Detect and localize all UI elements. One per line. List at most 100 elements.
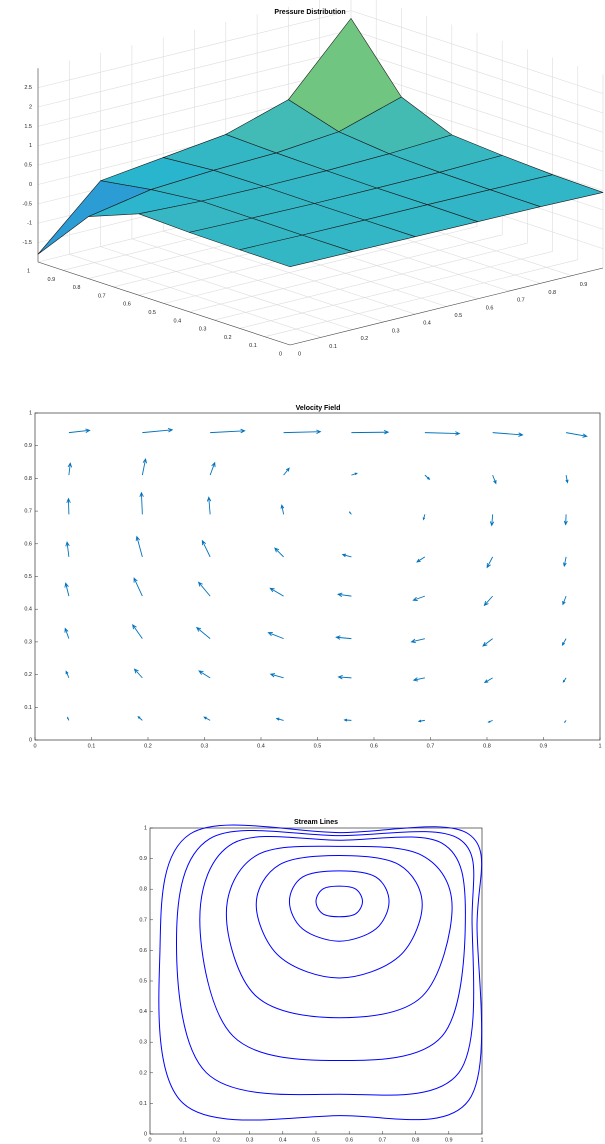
x-tick-label: 0.8 [483,743,491,749]
velocity-arrow [66,497,71,515]
surface-cell [239,234,353,268]
x-tick-label: 0.7 [517,298,525,304]
y-tick-label: 0.8 [139,887,147,893]
velocity-arrow [562,595,567,606]
y-tick-label: 0.9 [48,277,56,283]
velocity-arrow [337,675,352,680]
x-tick-label: 1 [598,743,601,749]
velocity-arrow [197,581,211,597]
y-tick-label: 1 [27,268,30,274]
x-tick-label: 0.3 [201,743,209,749]
velocity-arrow [280,504,285,515]
y-tick-label: 0.9 [139,856,147,862]
velocity-arrow [412,677,425,682]
x-tick-label: 0.5 [314,743,322,749]
velocity-arrow [195,626,211,639]
z-tick-label: -0.5 [23,201,32,207]
x-tick-label: 0.4 [279,1137,287,1143]
velocity-arrow [65,670,70,679]
x-tick-label: 0.4 [257,743,265,749]
x-tick-label: 0.6 [486,305,494,311]
grid-line [350,10,604,94]
y-tick-label: 0.6 [123,302,131,308]
chart-title: Stream Lines [294,819,338,826]
velocity-arrow [564,720,567,724]
y-tick-label: 0 [279,351,282,357]
y-tick-label: 0.3 [139,1040,147,1046]
x-tick-label: 0.8 [412,1137,420,1143]
y-tick-label: 0.4 [139,1009,147,1015]
y-tick-label: 0.8 [24,476,32,482]
axis-line [37,261,291,346]
z-tick-label: 1 [29,143,32,149]
z-tick-label: 0.5 [24,163,32,169]
y-tick-label: 0.7 [139,917,147,923]
y-tick-label: 0.1 [24,705,32,711]
velocity-arrow [492,474,497,485]
velocity-arrow [283,429,322,435]
y-tick-label: 0.1 [249,343,257,349]
x-tick-label: 0.5 [455,313,463,319]
y-tick-label: 0.6 [139,948,147,954]
velocity-arrow [65,541,70,557]
x-tick-label: 0.9 [540,743,548,749]
velocity-arrow [416,556,426,563]
y-tick-label: 0 [144,1131,147,1137]
grid-line [37,68,352,147]
velocity-arrow [201,539,211,558]
x-tick-label: 1 [480,1137,483,1143]
velocity-arrow [267,631,284,640]
velocity-arrow [417,719,425,723]
velocity-arrow [422,514,426,521]
velocity-arrow [348,511,352,515]
x-tick-label: 0.5 [312,1137,320,1143]
streamline [199,836,466,1062]
grid-line [350,68,604,153]
velocity-arrow [424,431,461,436]
velocity-arrow [336,592,352,597]
z-tick-label: 1.5 [24,124,32,130]
grid-line [37,29,352,108]
x-tick-label: 0.8 [548,290,556,296]
velocity-arrow [487,719,493,723]
grid-line [264,259,578,337]
x-tick-label: 0 [298,351,301,357]
velocity-arrow [562,677,567,683]
grid-line [189,234,503,313]
streamline [225,845,453,1019]
x-tick-label: 0.6 [345,1137,353,1143]
z-tick-label: 0 [29,182,32,188]
velocity-arrow [482,638,493,647]
y-tick-label: 0.7 [24,509,32,515]
velocity-arrow [67,462,73,476]
grid-line [350,29,604,114]
x-tick-label: 0.7 [379,1137,387,1143]
axis-line [289,267,604,346]
velocity-arrow [563,556,567,568]
velocity-arrow [142,428,174,434]
velocity-arrow [351,429,390,435]
y-tick-label: 0.7 [98,293,106,299]
velocity-arrow [137,715,143,721]
y-tick-label: 0.3 [24,639,32,645]
x-tick-label: 0.7 [427,743,435,749]
velocity-arrow [492,432,524,437]
y-tick-label: 0.5 [24,574,32,580]
velocity-arrow [269,587,284,597]
velocity-arrow [210,428,246,434]
streamline [255,855,423,979]
grid-line [37,49,352,127]
y-tick-label: 0.4 [24,607,32,613]
velocity-arrow [269,673,284,679]
velocity-arrow [565,475,569,484]
velocity-arrow [486,556,494,569]
x-tick-label: 0.1 [179,1137,187,1143]
x-tick-label: 0 [33,743,36,749]
y-tick-label: 0.2 [139,1070,147,1076]
z-tick-label: 2 [29,104,32,110]
grid-line [163,226,478,304]
x-tick-label: 0.3 [392,328,400,334]
surface-cell [37,180,152,255]
velocity-arrow [566,432,588,438]
